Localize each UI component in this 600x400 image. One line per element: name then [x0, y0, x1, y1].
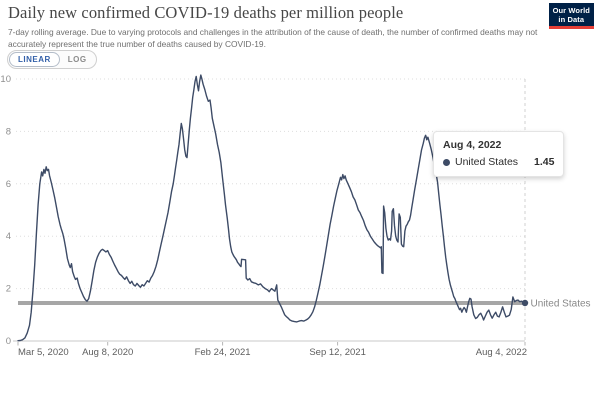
y-axis-tick-label: 2: [6, 284, 11, 295]
series-endpoint-dot: [521, 299, 529, 307]
x-axis-tick-label: Mar 5, 2020: [18, 347, 69, 358]
series-line-united-states: [17, 74, 526, 342]
y-axis-tick-label: 6: [6, 179, 11, 190]
tooltip-series-name: United States: [455, 156, 519, 168]
owid-logo: Our World in Data: [548, 3, 594, 29]
tooltip-series-row: United States 1.45: [443, 156, 554, 168]
scale-option-log[interactable]: LOG: [67, 55, 87, 64]
tooltip-series-value: 1.45: [534, 156, 555, 168]
owid-logo-line1: Our World: [552, 6, 590, 15]
y-axis-tick-label: 10: [0, 74, 11, 85]
series-end-label: United States: [531, 299, 591, 310]
chart-subtitle: 7-day rolling average. Due to varying pr…: [8, 26, 538, 49]
y-axis-tick-label: 4: [6, 231, 11, 242]
y-axis-tick-label: 0: [6, 336, 11, 347]
scale-toggle: LINEAR LOG: [7, 50, 97, 69]
owid-logo-line2: in Data: [558, 15, 585, 24]
x-axis-tick-label: Aug 8, 2020: [82, 347, 133, 358]
x-axis-tick-label: Feb 24, 2021: [195, 347, 251, 358]
x-axis-tick-label: Aug 4, 2022: [476, 347, 527, 358]
x-axis-tick-label: Sep 12, 2021: [309, 347, 366, 358]
tooltip: Aug 4, 2022 United States 1.45: [433, 131, 565, 177]
scale-option-linear[interactable]: LINEAR: [9, 52, 60, 67]
series-dot-icon: [443, 158, 450, 166]
chart-header: Daily new confirmed COVID-19 deaths per …: [8, 3, 553, 50]
page-title: Daily new confirmed COVID-19 deaths per …: [8, 3, 404, 22]
y-axis-tick-label: 8: [6, 126, 11, 137]
tooltip-date: Aug 4, 2022: [443, 139, 502, 151]
